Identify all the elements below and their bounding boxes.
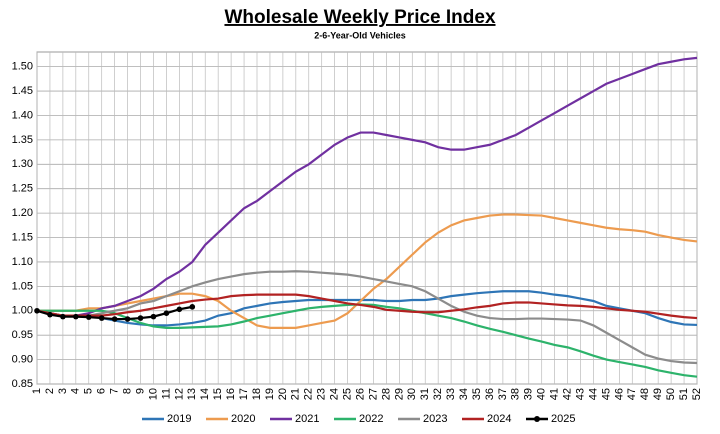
- series-marker: [60, 313, 66, 320]
- plot-area: [36, 51, 698, 385]
- x-tick-label: 3: [57, 388, 69, 394]
- y-tick-label: 1.30: [12, 158, 33, 170]
- x-tick-label: 47: [626, 388, 638, 400]
- y-tick-label: 1.00: [12, 305, 33, 317]
- x-tick-label: 9: [134, 388, 146, 394]
- y-tick-label: 1.45: [12, 85, 33, 97]
- x-tick-label: 33: [445, 388, 457, 400]
- series-marker: [189, 304, 196, 310]
- x-tick-label: 41: [549, 388, 561, 400]
- x-tick-label: 35: [471, 388, 483, 400]
- y-tick-label: 1.10: [12, 256, 33, 268]
- x-tick-label: 34: [458, 388, 470, 400]
- legend-marker: [534, 416, 540, 422]
- x-tick-label: 44: [587, 388, 599, 400]
- y-tick-label: 1.15: [12, 231, 33, 243]
- x-tick-label: 46: [613, 388, 625, 400]
- legend-label: 2021: [295, 413, 319, 425]
- series-marker: [150, 313, 157, 320]
- series-line: [36, 56, 698, 317]
- x-tick-label: 42: [561, 388, 573, 400]
- series-marker: [124, 316, 131, 322]
- x-tick-label: 29: [393, 388, 405, 400]
- x-tick-label: 4: [70, 388, 82, 394]
- x-tick-label: 52: [691, 388, 703, 400]
- legend-label: 2025: [551, 413, 575, 425]
- x-tick-label: 1: [31, 388, 43, 394]
- series-marker: [47, 311, 53, 318]
- chart-title: Wholesale Weekly Price Index: [224, 7, 495, 28]
- x-tick-label: 32: [432, 388, 444, 400]
- x-tick-label: 25: [341, 388, 353, 400]
- x-tick-label: 8: [121, 388, 133, 394]
- x-tick-label: 17: [238, 388, 250, 400]
- x-tick-label: 15: [212, 388, 224, 400]
- x-tick-label: 22: [303, 388, 315, 400]
- y-tick-label: 0.95: [12, 329, 33, 341]
- series-marker: [163, 310, 170, 317]
- x-tick-label: 51: [678, 388, 690, 400]
- y-tick-label: 1.50: [12, 61, 33, 73]
- x-tick-label: 49: [652, 388, 664, 400]
- x-tick-label: 11: [160, 388, 172, 399]
- x-tick-label: 5: [83, 388, 95, 394]
- x-tick-label: 20: [277, 388, 289, 400]
- x-tick-label: 16: [225, 388, 237, 400]
- x-tick-label: 6: [96, 388, 108, 394]
- x-tick-label: 7: [109, 388, 121, 394]
- y-tick-label: 0.90: [12, 353, 33, 365]
- series-marker: [73, 313, 79, 320]
- x-tick-label: 27: [367, 388, 379, 400]
- x-tick-label: 26: [354, 388, 366, 400]
- series-line: [36, 293, 698, 320]
- y-tick-label: 1.25: [12, 183, 33, 195]
- y-tick-label: 1.05: [12, 280, 33, 292]
- series-marker: [85, 314, 92, 320]
- y-tick-label: 0.85: [12, 378, 33, 390]
- x-tick-label: 2: [44, 388, 56, 394]
- x-tick-label: 13: [186, 388, 198, 400]
- legend-label: 2024: [487, 413, 511, 425]
- x-tick-label: 23: [316, 388, 328, 400]
- x-tick-label: 45: [600, 388, 612, 400]
- x-tick-label: 30: [406, 388, 418, 400]
- x-tick-label: 43: [574, 388, 586, 400]
- series-marker: [137, 315, 144, 321]
- y-tick-label: 1.35: [12, 134, 33, 146]
- chart-subtitle: 2-6-Year-Old Vehicles: [314, 30, 406, 40]
- series-marker: [98, 315, 105, 321]
- x-tick-label: 14: [199, 388, 211, 400]
- x-tick-label: 18: [251, 388, 263, 400]
- x-tick-label: 24: [329, 388, 341, 400]
- series-line: [37, 303, 698, 378]
- legend-label: 2023: [423, 413, 447, 425]
- x-tick-label: 10: [147, 388, 159, 400]
- legend-label: 2022: [359, 413, 383, 425]
- x-tick-label: 19: [264, 388, 276, 400]
- x-tick-label: 28: [380, 388, 392, 400]
- legend-label: 2019: [167, 413, 191, 425]
- x-tick-label: 31: [419, 388, 431, 400]
- series-line: [36, 270, 698, 365]
- x-tick-label: 37: [497, 388, 509, 400]
- series-line: [37, 213, 698, 329]
- y-tick-label: 1.40: [12, 109, 33, 121]
- series-marker: [34, 307, 40, 314]
- x-tick-label: 36: [484, 388, 496, 400]
- x-tick-label: 40: [536, 388, 548, 400]
- x-tick-label: 21: [290, 388, 302, 400]
- x-tick-label: 48: [639, 388, 651, 400]
- legend-label: 2020: [231, 413, 255, 425]
- series-marker: [111, 316, 118, 322]
- x-tick-label: 50: [665, 388, 677, 400]
- x-tick-label: 39: [523, 388, 535, 400]
- series-marker: [176, 306, 183, 313]
- x-tick-label: 38: [510, 388, 522, 400]
- x-tick-label: 12: [173, 388, 185, 400]
- y-tick-label: 1.20: [12, 207, 33, 219]
